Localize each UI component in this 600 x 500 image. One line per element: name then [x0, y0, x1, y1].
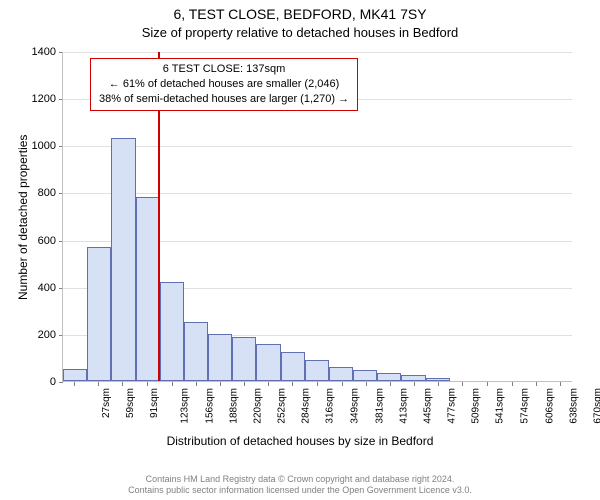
- y-tick-label: 200: [16, 329, 56, 341]
- x-tick-mark: [268, 382, 269, 386]
- x-tick-mark: [317, 382, 318, 386]
- gridline: [63, 146, 572, 147]
- x-tick-mark: [244, 382, 245, 386]
- x-tick-label: 156sqm: [204, 388, 215, 424]
- x-tick-label: 477sqm: [447, 388, 458, 424]
- histogram-bar: [426, 378, 450, 381]
- footer-line-2: Contains public sector information licen…: [0, 485, 600, 496]
- x-tick-mark: [512, 382, 513, 386]
- footer: Contains HM Land Registry data © Crown c…: [0, 474, 600, 497]
- x-tick-mark: [122, 382, 123, 386]
- footer-line-1: Contains HM Land Registry data © Crown c…: [0, 474, 600, 485]
- histogram-bar: [329, 367, 353, 381]
- x-tick-label: 59sqm: [125, 388, 136, 418]
- x-tick-mark: [147, 382, 148, 386]
- y-tick-area: 0200400600800100012001400: [0, 52, 62, 382]
- gridline: [63, 52, 572, 53]
- histogram-bar: [281, 352, 305, 381]
- histogram-bar: [353, 370, 377, 381]
- x-tick-mark: [536, 382, 537, 386]
- x-tick-label: 574sqm: [520, 388, 531, 424]
- x-tick-label: 123sqm: [179, 388, 190, 424]
- y-tick-label: 1400: [16, 46, 56, 58]
- y-tick-label: 0: [16, 376, 56, 388]
- x-tick-mark: [342, 382, 343, 386]
- x-tick-label: 220sqm: [252, 388, 263, 424]
- histogram-bar: [401, 375, 425, 381]
- x-tick-mark: [98, 382, 99, 386]
- x-tick-label: 541sqm: [495, 388, 506, 424]
- histogram-bar: [377, 373, 401, 381]
- histogram-bar: [160, 282, 184, 381]
- x-tick-label: 670sqm: [592, 388, 600, 424]
- chart-title: 6, TEST CLOSE, BEDFORD, MK41 7SY: [0, 6, 600, 22]
- x-tick-mark: [196, 382, 197, 386]
- x-tick-label: 91sqm: [149, 388, 160, 418]
- x-tick-label: 349sqm: [350, 388, 361, 424]
- chart-subtitle: Size of property relative to detached ho…: [0, 25, 600, 40]
- x-tick-label: 413sqm: [398, 388, 409, 424]
- x-tick-label: 606sqm: [544, 388, 555, 424]
- histogram-bar: [232, 337, 256, 381]
- x-tick-mark: [487, 382, 488, 386]
- x-tick-mark: [220, 382, 221, 386]
- x-tick-label: 284sqm: [301, 388, 312, 424]
- histogram-bar: [87, 247, 111, 381]
- x-tick-label: 27sqm: [101, 388, 112, 418]
- x-tick-label: 638sqm: [568, 388, 579, 424]
- y-tick-label: 600: [16, 235, 56, 247]
- histogram-bar: [136, 197, 160, 381]
- x-tick-mark: [438, 382, 439, 386]
- y-tick-mark: [59, 382, 63, 383]
- x-tick-mark: [414, 382, 415, 386]
- y-tick-label: 1200: [16, 93, 56, 105]
- y-tick-label: 400: [16, 282, 56, 294]
- x-tick-label: 188sqm: [228, 388, 239, 424]
- x-tick-label: 252sqm: [277, 388, 288, 424]
- x-tick-label: 316sqm: [325, 388, 336, 424]
- x-tick-label: 509sqm: [471, 388, 482, 424]
- info-line-3: 38% of semi-detached houses are larger (…: [99, 92, 349, 107]
- x-tick-mark: [74, 382, 75, 386]
- info-box: 6 TEST CLOSE: 137sqm ← 61% of detached h…: [90, 58, 358, 111]
- histogram-bar: [305, 360, 329, 381]
- x-tick-label: 381sqm: [374, 388, 385, 424]
- y-tick-label: 1000: [16, 140, 56, 152]
- info-line-1: 6 TEST CLOSE: 137sqm: [99, 62, 349, 77]
- info-line-2: ← 61% of detached houses are smaller (2,…: [99, 77, 349, 92]
- x-tick-label: 445sqm: [422, 388, 433, 424]
- histogram-bar: [63, 369, 87, 381]
- x-tick-mark: [560, 382, 561, 386]
- x-tick-mark: [366, 382, 367, 386]
- gridline: [63, 193, 572, 194]
- x-tick-mark: [172, 382, 173, 386]
- histogram-bar: [208, 334, 232, 381]
- histogram-bar: [256, 344, 280, 381]
- x-tick-mark: [462, 382, 463, 386]
- histogram-bar: [184, 322, 208, 381]
- chart-container: 6, TEST CLOSE, BEDFORD, MK41 7SY Size of…: [0, 0, 600, 500]
- x-axis-label: Distribution of detached houses by size …: [0, 434, 600, 448]
- histogram-bar: [111, 138, 135, 381]
- x-tick-mark: [292, 382, 293, 386]
- x-tick-mark: [390, 382, 391, 386]
- y-tick-label: 800: [16, 187, 56, 199]
